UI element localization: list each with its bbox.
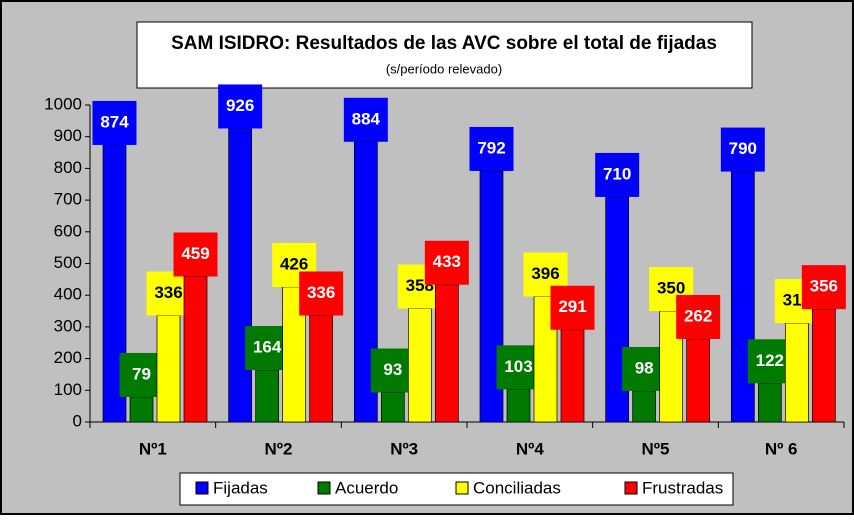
data-label-box: [469, 126, 514, 171]
y-tick-label: 300: [54, 316, 82, 335]
bar: [506, 388, 531, 423]
data-label-box: [801, 265, 846, 310]
y-tick-label: 500: [54, 253, 82, 272]
data-label-box: [173, 232, 218, 277]
data-label-box: [595, 152, 640, 197]
data-label: 884: [352, 109, 381, 128]
data-label: 291: [558, 297, 586, 316]
legend-swatch: [195, 481, 209, 495]
data-label: 122: [756, 351, 784, 370]
data-label: 164: [253, 337, 282, 356]
bar: [407, 308, 432, 423]
data-label: 926: [226, 96, 254, 115]
bar: [560, 329, 585, 423]
bar: [686, 338, 711, 423]
x-tick-label: Nº4: [516, 439, 544, 458]
data-label: 874: [100, 112, 129, 131]
data-label: 262: [684, 306, 712, 325]
bar: [129, 396, 154, 423]
data-label: 79: [132, 364, 151, 383]
data-label-box: [747, 339, 792, 384]
data-label: 396: [531, 264, 559, 283]
y-tick-label: 900: [54, 126, 82, 145]
bar: [632, 390, 657, 423]
y-tick-label: 700: [54, 190, 82, 209]
data-label-box: [720, 127, 765, 172]
bar: [156, 315, 181, 423]
data-label-box: [676, 294, 721, 339]
data-label: 98: [635, 358, 654, 377]
data-label: 710: [603, 164, 631, 183]
data-label-box: [92, 100, 137, 145]
data-label-box: [146, 271, 191, 316]
y-tick-label: 1000: [44, 94, 82, 113]
y-tick-label: 200: [54, 348, 82, 367]
data-label: 792: [477, 138, 505, 157]
chart-subtitle: (s/período relevado): [386, 61, 502, 76]
data-label: 356: [810, 277, 838, 296]
legend-swatch: [317, 481, 331, 495]
data-label: 433: [433, 252, 461, 271]
y-tick-label: 0: [73, 411, 82, 430]
bar: [183, 276, 208, 423]
data-label-box: [424, 240, 469, 285]
bar: [255, 369, 280, 423]
data-label-box: [550, 285, 595, 330]
y-tick-label: 800: [54, 158, 82, 177]
bar: [730, 171, 755, 423]
bar: [309, 315, 334, 423]
bar: [380, 392, 405, 423]
x-tick-label: Nº3: [390, 439, 418, 458]
title-box: [136, 21, 753, 89]
data-label-box: [119, 352, 164, 397]
legend-label: Conciliadas: [473, 478, 561, 497]
legend-label: Frustradas: [642, 478, 723, 497]
data-label: 426: [280, 254, 308, 273]
bar: [811, 308, 836, 423]
data-label-box: [496, 345, 541, 390]
x-tick-label: Nº1: [139, 439, 167, 458]
data-label: 93: [383, 360, 402, 379]
x-tick-label: Nº 6: [765, 439, 798, 458]
data-label-box: [218, 84, 263, 129]
y-tick-label: 600: [54, 221, 82, 240]
data-label: 790: [729, 139, 757, 158]
data-label: 336: [307, 283, 335, 302]
data-label: 103: [504, 357, 532, 376]
data-label: 459: [181, 244, 209, 263]
data-label: 336: [154, 283, 182, 302]
chart-title: SAM ISIDRO: Resultados de las AVC sobre …: [171, 33, 717, 54]
x-tick-label: Nº5: [642, 439, 670, 458]
data-label: 350: [657, 279, 685, 298]
data-label-box: [343, 97, 388, 142]
bar: [784, 322, 809, 423]
data-label-box: [622, 346, 667, 391]
bar: [228, 128, 253, 423]
data-label-box: [370, 348, 415, 393]
x-tick-label: Nº2: [265, 439, 293, 458]
bar: [757, 382, 782, 423]
y-tick-label: 100: [54, 380, 82, 399]
data-label-box: [245, 326, 290, 371]
bar: [434, 284, 459, 423]
legend-label: Fijadas: [213, 478, 268, 497]
y-tick-label: 400: [54, 285, 82, 304]
legend-swatch: [455, 481, 469, 495]
legend-label: Acuerdo: [335, 478, 398, 497]
legend-swatch: [624, 481, 638, 495]
data-label-box: [299, 271, 344, 316]
